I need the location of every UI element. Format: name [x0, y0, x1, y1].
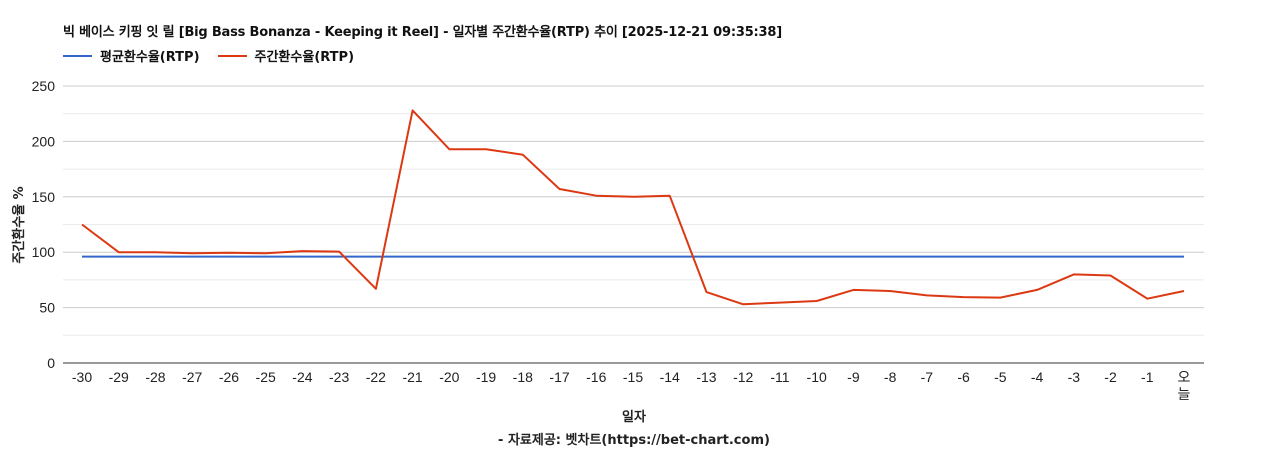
y-tick-label: 250 [32, 78, 56, 94]
x-tick-label: -19 [476, 369, 496, 385]
x-tick-label: -30 [72, 369, 92, 385]
weekly-rtp-line[interactable] [81, 109, 1185, 306]
x-tick-label: -27 [182, 369, 202, 385]
y-axis-title: 주간환수율 % [12, 186, 27, 264]
chart-title: 빅 베이스 키핑 잇 릴 [Big Bass Bonanza - Keeping… [63, 25, 782, 40]
x-tick-label: -11 [770, 369, 789, 385]
x-tick-label: -29 [109, 369, 129, 385]
x-tick-label: -13 [696, 369, 716, 385]
legend-label-weekly-rtp: 주간환수율(RTP) [254, 50, 355, 65]
x-tick-label: -21 [402, 369, 422, 385]
x-tick-label: -7 [921, 369, 934, 385]
x-tick-label: -4 [1031, 369, 1044, 385]
x-tick-label: -10 [807, 369, 827, 385]
x-tick-label: -22 [366, 369, 386, 385]
x-tick-label: -18 [513, 369, 533, 385]
x-tick-label: -5 [994, 369, 1007, 385]
y-tick-label: 50 [39, 300, 55, 316]
y-tick-label: 150 [32, 189, 56, 205]
x-tick-label: -6 [957, 369, 970, 385]
x-tick-label: -2 [1104, 369, 1117, 385]
x-tick-label: -3 [1068, 369, 1081, 385]
x-tick-label: 늘 [1178, 386, 1191, 402]
x-tick-label: -8 [884, 369, 897, 385]
legend: 평균환수율(RTP) 주간환수율(RTP) [63, 46, 372, 65]
legend-swatch-average-line-icon [63, 54, 92, 57]
x-tick-label: -20 [439, 369, 459, 385]
legend-item-average-rtp[interactable]: 평균환수율(RTP) [63, 46, 200, 65]
x-tick-label: -25 [256, 369, 276, 385]
x-tick-label: 오 [1178, 369, 1191, 385]
y-tick-label: 100 [32, 244, 56, 260]
y-tick-label: 200 [32, 133, 56, 149]
y-tick-label: 0 [47, 355, 55, 371]
x-tick-label: -9 [847, 369, 860, 385]
x-tick-label: -23 [329, 369, 349, 385]
x-axis-title: 일자 [622, 410, 646, 425]
legend-label-average-rtp: 평균환수율(RTP) [100, 50, 200, 65]
x-tick-label: -26 [219, 369, 239, 385]
x-tick-label: -14 [660, 369, 680, 385]
x-tick-label: -16 [586, 369, 606, 385]
legend-item-weekly-rtp[interactable]: 주간환수율(RTP) [217, 46, 355, 65]
x-tick-label: -17 [549, 369, 569, 385]
legend-swatch-weekly-line-icon [217, 54, 247, 57]
x-tick-label: -1 [1141, 369, 1154, 385]
x-tick-label: -15 [623, 369, 643, 385]
x-tick-label: -12 [733, 369, 753, 385]
x-tick-label: -24 [292, 369, 312, 385]
x-tick-label: -28 [145, 369, 165, 385]
data-source-credit: - 자료제공: 벳차트(https://bet-chart.com) [498, 433, 770, 448]
